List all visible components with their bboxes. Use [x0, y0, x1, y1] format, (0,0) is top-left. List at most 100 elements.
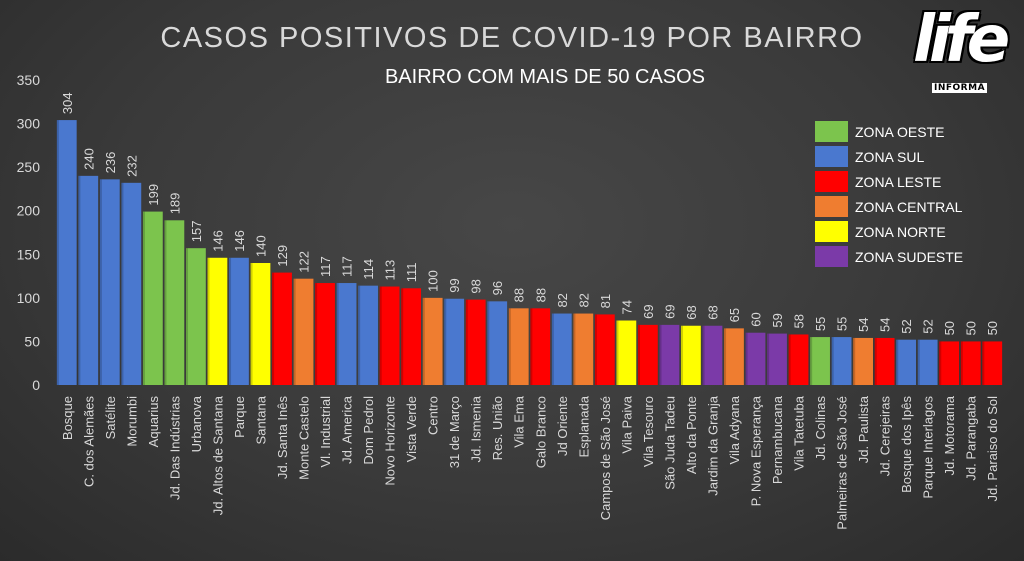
- bar: [379, 286, 400, 385]
- y-tick-label: 350: [17, 72, 41, 88]
- category-label: Vila Paiva: [619, 395, 634, 453]
- bar-shade: [530, 308, 533, 385]
- bar: [250, 263, 271, 385]
- bar: [982, 341, 1003, 385]
- bar-shade: [551, 313, 554, 385]
- y-tick-label: 150: [17, 246, 41, 262]
- bar-shade: [121, 182, 124, 385]
- bar-shade: [465, 299, 468, 385]
- legend-swatch: [815, 146, 848, 167]
- bar-shade: [681, 325, 684, 385]
- y-tick-label: 200: [17, 203, 41, 219]
- bar-shade: [401, 288, 404, 385]
- value-label: 58: [792, 314, 807, 328]
- bar-shade: [56, 120, 59, 385]
- bar: [99, 179, 120, 385]
- y-tick-label: 250: [17, 159, 41, 175]
- bar-shade: [508, 308, 511, 385]
- bar: [616, 320, 637, 385]
- category-label: Urbanova: [189, 395, 204, 452]
- value-label: 88: [533, 288, 548, 302]
- value-label: 54: [856, 317, 871, 331]
- category-label: Monte Castelo: [297, 396, 312, 480]
- bar-shade: [379, 286, 382, 385]
- bar: [444, 298, 465, 385]
- legend-swatch: [815, 221, 848, 242]
- bar-shade: [745, 332, 748, 385]
- bar-shade: [616, 320, 619, 385]
- category-label: Jd. Das Indústrias: [167, 396, 182, 501]
- value-label: 55: [813, 317, 828, 331]
- category-label: Vista Verde: [404, 396, 419, 462]
- bar-shade: [659, 324, 662, 385]
- value-label: 236: [103, 152, 118, 174]
- chart-title: CASOS POSITIVOS DE COVID-19 POR BAIRRO: [160, 22, 863, 54]
- category-label: Jd. Santa Inês: [275, 396, 290, 480]
- category-label: Jd. Paraiso do Sol: [985, 396, 1000, 502]
- category-label: P. Nova Esperança: [748, 395, 763, 506]
- legend: ZONA OESTE ZONA SUL ZONA LESTE ZONA CENTRAL…: [815, 121, 963, 267]
- bar-shade: [960, 341, 963, 385]
- bar: [724, 328, 744, 385]
- category-label: Jd. Motorama: [942, 395, 957, 475]
- legend-label: ZONA SUL: [855, 149, 924, 165]
- value-label: 81: [598, 294, 613, 308]
- bar: [164, 220, 185, 385]
- value-label: 99: [447, 278, 462, 292]
- value-label: 140: [253, 235, 268, 257]
- bar: [853, 337, 874, 385]
- value-label: 199: [146, 184, 161, 206]
- category-label: Esplanada: [576, 395, 591, 457]
- bar-shade: [336, 283, 339, 385]
- value-label: 60: [748, 312, 763, 326]
- value-label: 146: [232, 230, 247, 252]
- category-label: Vila Tesouro: [641, 396, 656, 467]
- bar-shade: [207, 257, 210, 385]
- value-label: 122: [297, 251, 312, 273]
- bar: [573, 313, 594, 385]
- bar-shade: [315, 283, 318, 385]
- x-axis-labels: Bosque C. dos Alemães Satélite Morumbi Aquar…: [60, 395, 1000, 529]
- value-label: 82: [555, 293, 570, 307]
- category-label: Jd. Ismenia: [469, 395, 484, 462]
- bar: [422, 297, 443, 385]
- bar-shade: [594, 314, 597, 385]
- category-label: Vila Tatetuba: [792, 395, 807, 470]
- value-label: 189: [167, 193, 182, 215]
- bar-shade: [810, 337, 813, 385]
- category-label: Parque: [232, 396, 247, 438]
- category-label: Campos de São José: [598, 396, 613, 520]
- bar: [874, 337, 895, 385]
- category-label: Jd. Colinas: [813, 396, 828, 461]
- bar-shade: [831, 337, 834, 385]
- bar-shade: [272, 272, 275, 385]
- legend-label: ZONA OESTE: [855, 124, 944, 140]
- value-label: 59: [770, 313, 785, 327]
- y-tick-label: 300: [17, 116, 41, 132]
- value-label: 50: [942, 321, 957, 335]
- value-label: 52: [899, 319, 914, 333]
- bar-shade: [982, 341, 985, 385]
- bar: [229, 257, 249, 385]
- value-label: 50: [964, 321, 979, 335]
- category-label: Novo Horizonte: [383, 396, 398, 486]
- bar-shade: [185, 248, 188, 385]
- category-label: Jd. America: [340, 395, 355, 464]
- category-label: Bosque dos Ipês: [899, 396, 914, 493]
- bar: [56, 120, 77, 385]
- value-label: 50: [985, 321, 1000, 335]
- bar: [207, 257, 228, 385]
- bar: [401, 288, 422, 385]
- bar: [896, 339, 917, 385]
- y-tick-label: 0: [32, 377, 40, 393]
- bar-shade: [99, 179, 102, 385]
- category-label: Morumbi: [124, 396, 139, 447]
- y-tick-label: 50: [24, 333, 40, 349]
- bar: [315, 283, 335, 385]
- bar: [121, 182, 142, 385]
- bar: [78, 175, 99, 385]
- value-label: 69: [662, 304, 677, 318]
- bar: [358, 285, 378, 385]
- bar-shade: [573, 313, 576, 385]
